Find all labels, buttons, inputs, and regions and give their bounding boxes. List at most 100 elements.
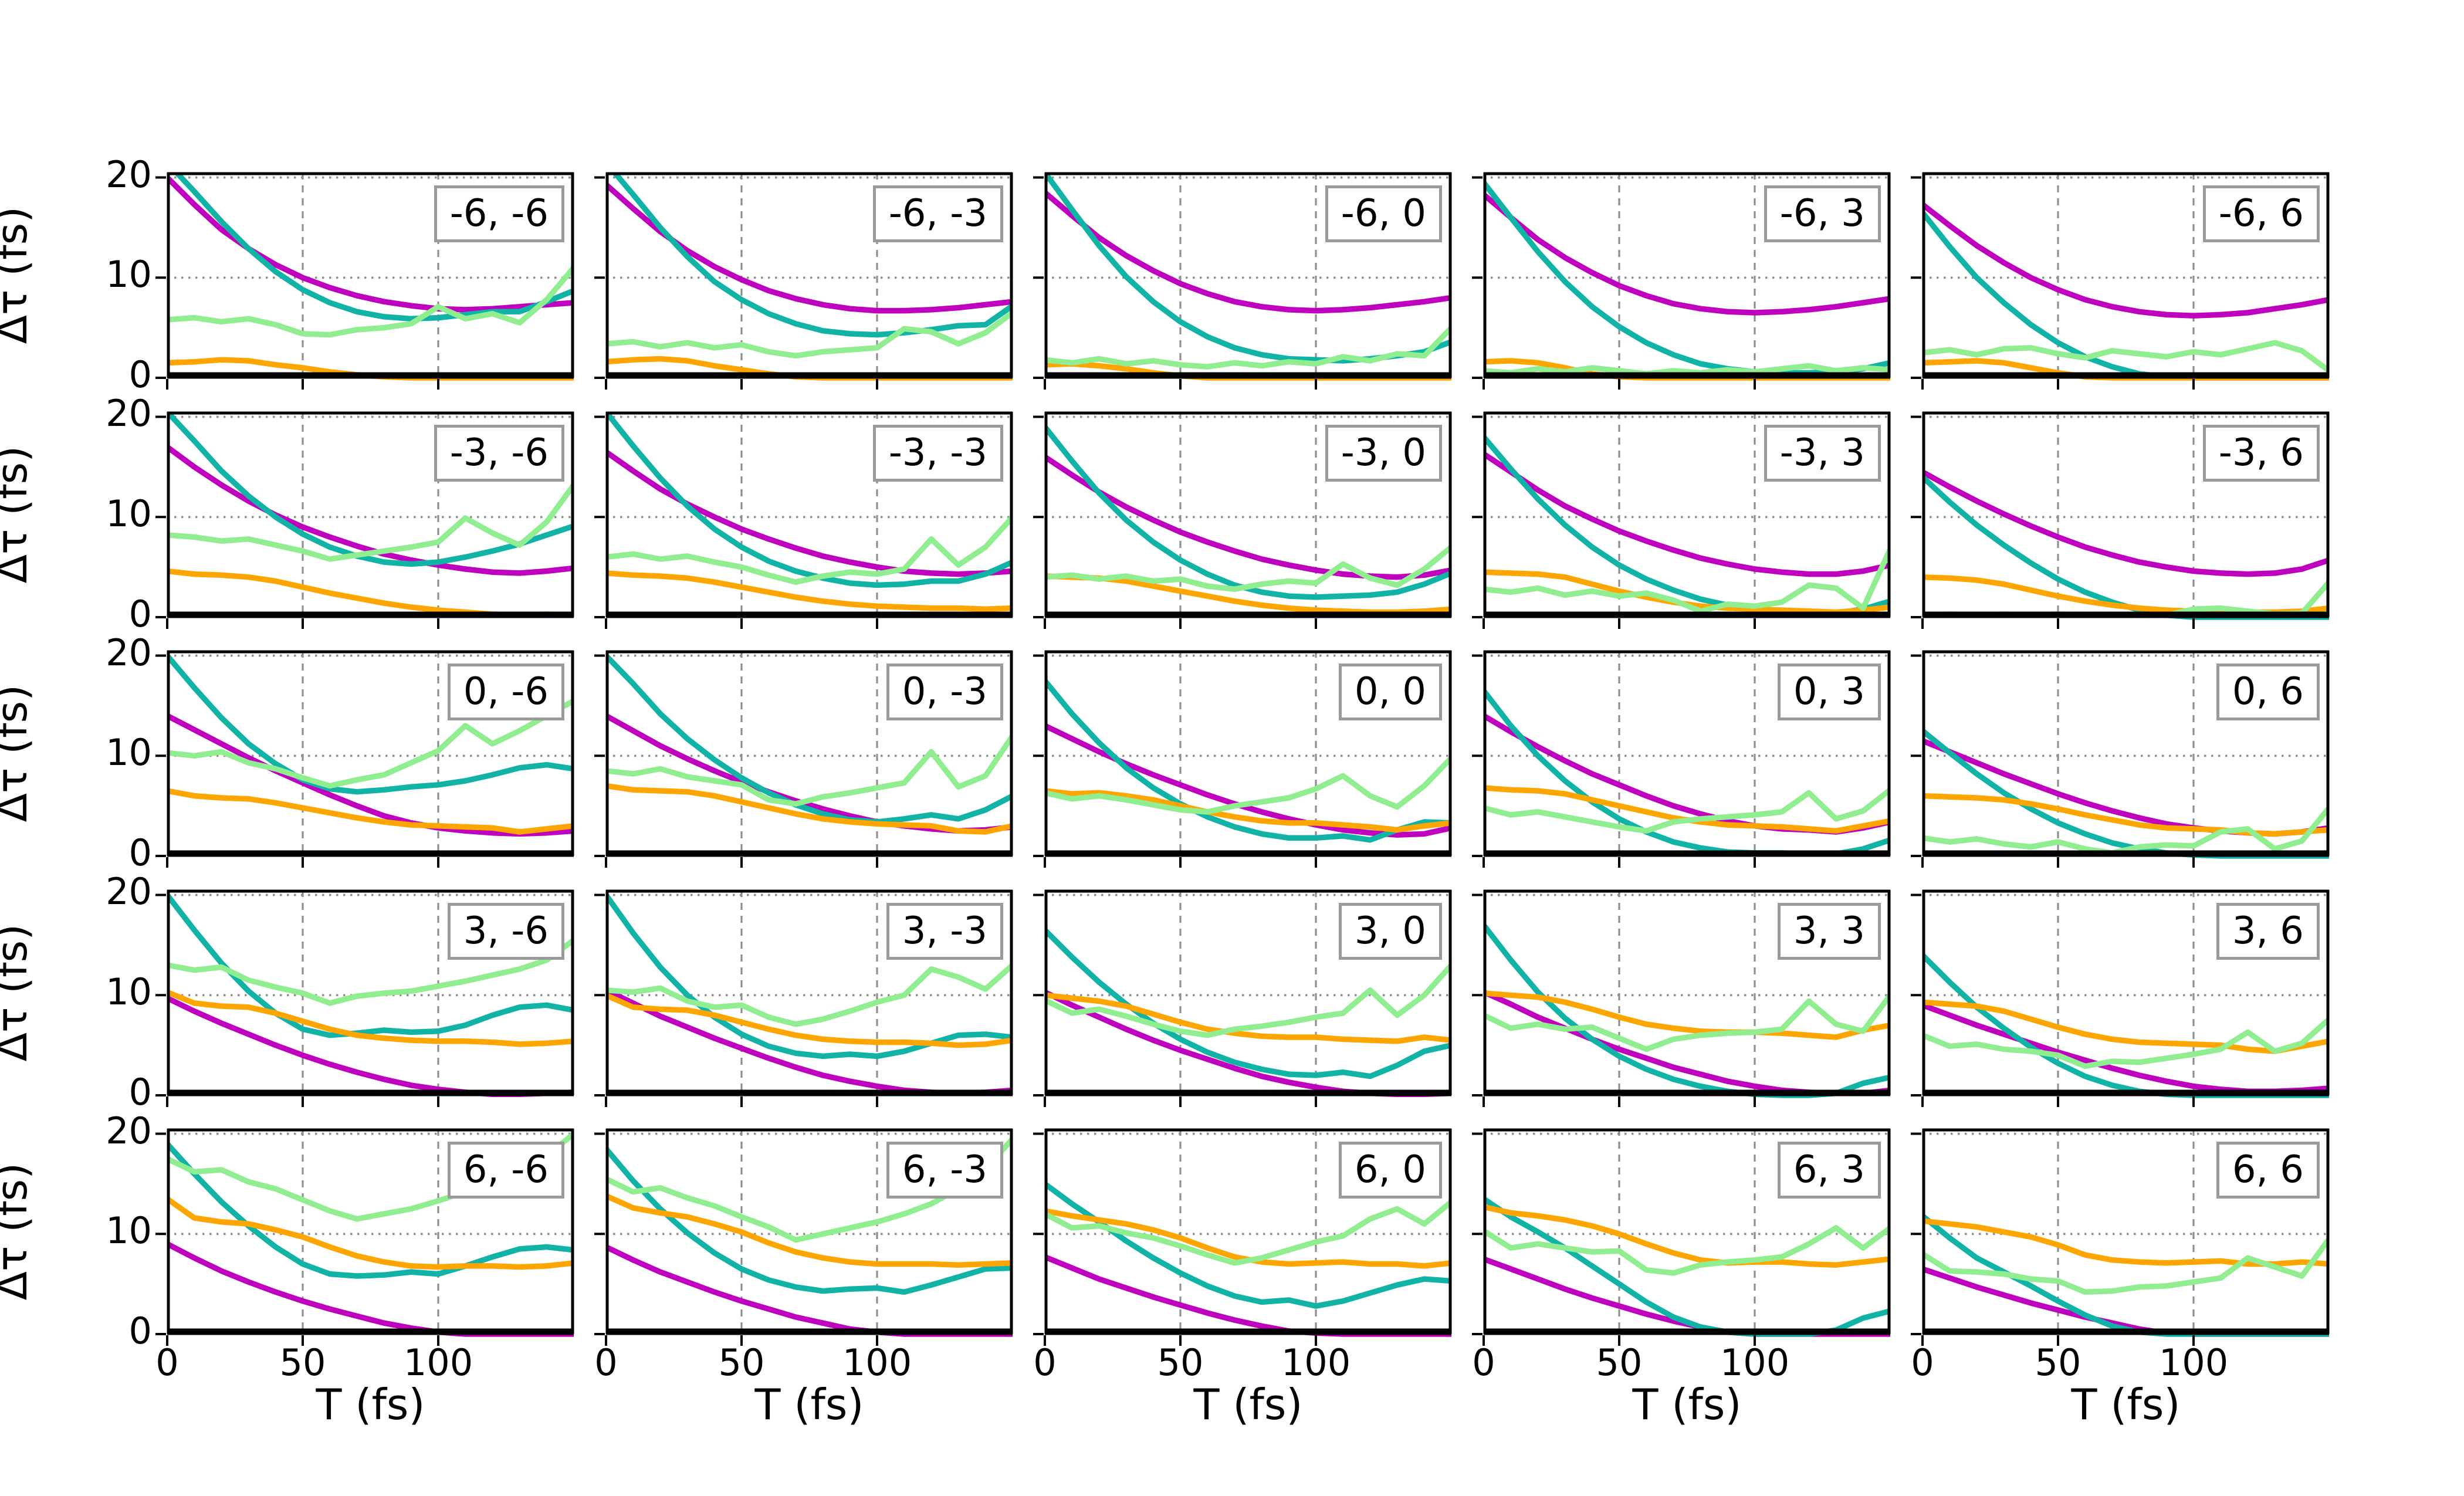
- y-axis-label: Δτ (fs): [0, 206, 36, 344]
- series-line-green: [1923, 340, 2329, 374]
- y-axis-label: Δτ (fs): [0, 923, 36, 1061]
- series-line-teal: [606, 411, 1013, 588]
- series-line-green: [606, 733, 1013, 807]
- subplot-panel: 0, 6: [1911, 650, 2330, 868]
- x-tick-label: 0: [1033, 1341, 1057, 1384]
- series-line-green: [1484, 363, 1890, 377]
- x-tick-label: 50: [1157, 1341, 1204, 1384]
- subplot-panel: 3, -6 0 10 20 Δτ (fs): [0, 870, 574, 1113]
- panel-label: 3, -3: [886, 902, 1003, 960]
- subplot-canvas: [1472, 889, 1891, 1107]
- x-tick-label: 100: [2158, 1341, 2229, 1384]
- panel-label: -6, -6: [434, 185, 564, 243]
- series-line-teal: [606, 892, 1013, 1059]
- panel-label: 3, 3: [1777, 902, 1881, 960]
- series-line-teal: [1045, 678, 1451, 843]
- series-line-magenta: [1923, 469, 2329, 577]
- x-tick-label: 100: [842, 1341, 912, 1384]
- series-line-orange: [606, 992, 1013, 1048]
- panel-label: 0, 0: [1338, 664, 1442, 721]
- series-line-orange: [1484, 990, 1890, 1040]
- series-line-teal: [1045, 927, 1451, 1079]
- subplot-panel: 6, 0 0 50 100 T (fs): [1033, 1128, 1452, 1429]
- y-tick-label: 20: [106, 392, 152, 435]
- panel-label: 0, 3: [1777, 664, 1881, 721]
- subplot-canvas: [155, 411, 574, 629]
- series-line-green: [606, 962, 1013, 1027]
- series-line-teal: [167, 411, 574, 567]
- panel-label: -6, 3: [1764, 185, 1881, 243]
- subplot-panel: 6, -6 0 10 20 Δτ (fs) 0 50 100 T (fs): [0, 1109, 574, 1429]
- panel-label: 3, -6: [447, 902, 564, 960]
- series-line-magenta: [1045, 453, 1451, 580]
- subplot-panel: -6, 0: [1033, 172, 1452, 390]
- y-tick-label: 10: [106, 253, 152, 296]
- y-tick-label: 20: [106, 1109, 152, 1152]
- y-tick-label: 10: [106, 492, 152, 535]
- series-line-green: [1045, 754, 1451, 815]
- x-tick-label: 100: [403, 1341, 473, 1384]
- x-tick-label: 0: [594, 1341, 618, 1384]
- panel-label: -3, 3: [1764, 424, 1881, 482]
- subplot-panel: 3, -3: [594, 889, 1013, 1107]
- panel-label: 0, -3: [886, 664, 1003, 721]
- series-line-magenta: [1484, 451, 1890, 577]
- panel-label: 3, 0: [1338, 902, 1442, 960]
- panel-label: 6, 6: [2216, 1142, 2320, 1199]
- panel-label: 0, -6: [447, 664, 564, 721]
- subplot-panel: -3, -6 0 10 20 Δτ (fs): [0, 392, 574, 635]
- subplot-canvas: [1033, 889, 1452, 1107]
- series-line-green: [167, 937, 574, 1006]
- y-axis-label: Δτ (fs): [0, 684, 36, 823]
- x-tick-label: 50: [279, 1341, 326, 1384]
- panel-label: 0, 6: [2216, 664, 2320, 721]
- x-tick-label: 0: [1911, 1341, 1934, 1384]
- x-axis-label: T (fs): [1632, 1380, 1742, 1429]
- subplot-panel: 3, 3: [1472, 889, 1891, 1107]
- series-line-green: [1045, 1199, 1451, 1266]
- y-axis-label: Δτ (fs): [0, 445, 36, 583]
- series-line-teal: [167, 1140, 574, 1279]
- panel-label: -6, 6: [2202, 185, 2320, 243]
- series-line-green: [606, 310, 1013, 359]
- x-axis-label: T (fs): [316, 1380, 425, 1429]
- x-tick-label: 0: [155, 1341, 179, 1384]
- subplot-canvas: [1911, 1128, 2330, 1346]
- series-line-orange: [606, 570, 1013, 612]
- y-tick-label: 0: [128, 1309, 152, 1352]
- x-tick-label: 50: [2035, 1341, 2081, 1384]
- x-tick-label: 100: [1720, 1341, 1790, 1384]
- series-line-orange: [606, 783, 1013, 835]
- series-line-orange: [1923, 793, 2329, 837]
- panel-label: 6, -6: [447, 1142, 564, 1199]
- y-tick-label: 0: [128, 353, 152, 396]
- subplot-panel: -3, -3: [594, 411, 1013, 629]
- series-line-green: [1484, 546, 1890, 614]
- panel-label: -3, -6: [434, 424, 564, 482]
- y-tick-label: 20: [106, 631, 152, 674]
- subplot-panel: 0, 0: [1033, 650, 1452, 868]
- series-line-orange: [1923, 999, 2329, 1054]
- subplot-panel: 6, 3 0 50 100 T (fs): [1472, 1128, 1891, 1429]
- series-line-green: [1484, 1225, 1890, 1276]
- panel-label: -3, 0: [1325, 424, 1442, 482]
- series-line-orange: [1484, 1204, 1890, 1268]
- subplot-panel: -3, 0: [1033, 411, 1452, 629]
- y-tick-label: 0: [128, 831, 152, 874]
- series-line-magenta: [1484, 191, 1890, 316]
- subplot-panel: 0, 3: [1472, 650, 1891, 868]
- series-line-teal: [167, 652, 574, 795]
- series-line-teal: [606, 652, 1013, 825]
- x-tick-label: 100: [1281, 1341, 1351, 1384]
- subplot-panel: -6, -6 0 10 20 Δτ (fs): [0, 153, 574, 396]
- series-line-orange: [167, 1196, 574, 1270]
- series-line-green: [167, 265, 574, 338]
- panel-label: -6, -3: [872, 185, 1003, 243]
- series-line-magenta: [1045, 189, 1451, 314]
- y-tick-label: 10: [106, 1209, 152, 1253]
- series-line-green: [1484, 992, 1890, 1052]
- series-line-orange: [1045, 788, 1451, 833]
- subplot-canvas: [594, 1128, 1013, 1346]
- y-tick-label: 0: [128, 592, 152, 635]
- subplot-panel: 3, 6: [1911, 889, 2330, 1107]
